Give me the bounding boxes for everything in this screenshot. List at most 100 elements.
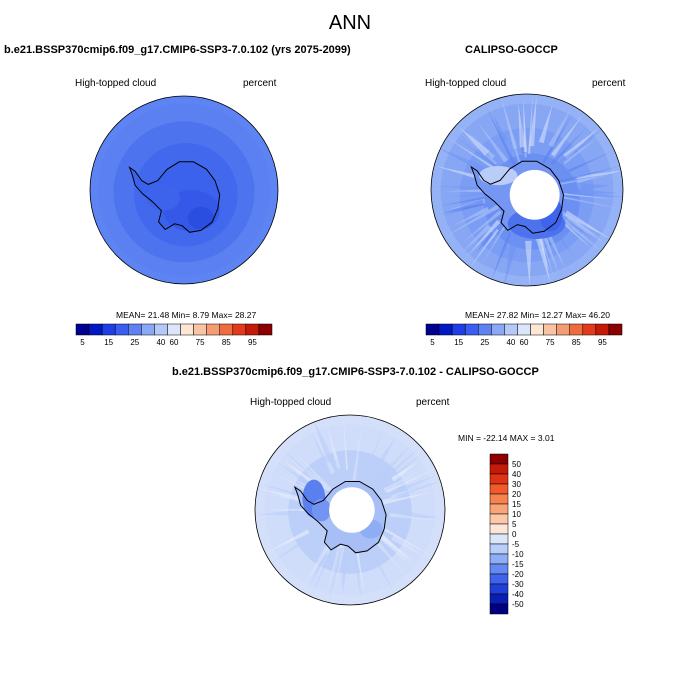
contour-streak [459,127,490,156]
panel1-colorbar: 5 15 25 40 60 75 85 95 [75,323,273,347]
panel2-colorbar: 5 15 25 40 60 75 85 95 [425,323,623,347]
contour-streak [457,129,497,165]
colorbar-tick-label: 25 [480,338,489,347]
contour-streak [553,175,609,187]
contour-streak [343,418,348,470]
contour-streak [389,512,443,522]
panel2-min-value: 12.27 [541,310,563,320]
panel2-map [430,93,624,287]
panel3-min-label: MIN = [458,433,481,443]
colorbar-swatch [608,323,623,336]
panel3-title: b.e21.BSSP370cmip6.f09_g17.CMIP6-SSP3-7.… [172,366,539,378]
colorbar-swatch [489,473,509,485]
contour-streak [310,552,329,583]
panel3-left-label: High-topped cloud [250,397,332,408]
panel2-mean-label: MEAN= [465,310,495,320]
missing-data-pole [509,169,560,220]
contour-streak [535,236,551,283]
contour-streak [492,226,515,278]
contour-streak [386,466,440,493]
map-boundary [430,93,624,287]
contour-streak [485,106,517,166]
missing-data-pole [329,487,375,533]
colorbar-swatch [489,563,509,575]
contour-streak [441,199,485,214]
colorbar-tick-label: -40 [512,590,524,599]
panel1-max-value: 28.27 [234,310,257,320]
colorbar-swatch [595,323,610,336]
colorbar-tick-label: 10 [512,510,521,519]
panel1-mean-label: MEAN= [116,310,146,320]
colorbar-tick-label: 50 [512,460,521,469]
antarctica-coastline [128,161,221,233]
colorbar-swatch [489,463,509,475]
colorbar-tick-label: 95 [598,338,607,347]
contour-streak [463,210,502,243]
colorbar-tick-label: 40 [512,470,521,479]
colorbar-swatch [438,323,453,336]
colorbar-swatch [556,323,570,336]
colorbar-swatch [489,573,509,585]
colorbar-swatch [504,323,518,336]
colorbar-swatch [489,553,509,565]
colorbar-tick-label: 5 [80,338,85,347]
contour-streak [523,99,528,153]
contour-streak [550,114,584,157]
panel1-min-label: Min= [171,310,191,320]
antarctica-coastline [293,481,387,554]
contour-streak [395,480,442,499]
colorbar-tick-label: 15 [454,338,463,347]
colorbar-swatch [543,323,557,336]
panel2-title: CALIPSO-GOCCP [465,44,558,56]
panel2-left-label: High-topped cloud [425,78,507,89]
contour-streak [267,529,310,553]
panel1-left-label: High-topped cloud [75,78,157,89]
contour-streak [310,430,327,462]
contour-streak [553,206,601,239]
colorbar-tick-label: -50 [512,600,524,609]
contour-streak [528,94,533,154]
panel2-min-label: Min= [520,310,540,320]
colorbar-swatch [128,323,142,336]
colorbar-swatch [101,323,116,336]
contour-streak [377,445,411,481]
panel3-field [255,415,445,605]
contour-patch [187,206,215,230]
colorbar-swatch [245,323,260,336]
contour-streak [341,552,349,591]
colorbar-swatch [478,323,492,336]
contour-streak [327,426,339,461]
contour-patch [146,184,181,211]
contour-streak [373,522,432,556]
contour-streak [279,463,308,484]
colorbar-swatch [464,323,479,336]
contour-streak [559,127,605,164]
contour-streak [391,462,418,482]
colorbar-swatch [582,323,597,336]
contour-streak [563,193,616,200]
colorbar-swatch [451,323,466,336]
contour-streak [568,151,612,173]
colorbar-swatch [489,583,509,595]
colorbar-swatch [88,323,103,336]
colorbar-swatch [489,523,509,535]
colorbar-swatch [219,323,234,336]
panel2-field [431,94,623,286]
panel1-field [90,96,278,284]
contour-streak [289,447,333,492]
page-title: ANN [328,12,372,34]
panel1-max-label: Max= [211,310,233,320]
colorbar-swatch [491,323,505,336]
contour-streak [256,509,300,516]
contour-streak [444,135,506,177]
contour-streak [502,100,521,163]
contour-streak [382,537,418,567]
contour-streak [313,418,334,464]
panel3-max-value: 3.01 [537,433,555,443]
contour-streak [383,467,427,493]
colorbar-tick-label: 20 [512,490,521,499]
panel3-min-value: -22.14 [483,433,508,443]
contour-streak [481,224,507,265]
